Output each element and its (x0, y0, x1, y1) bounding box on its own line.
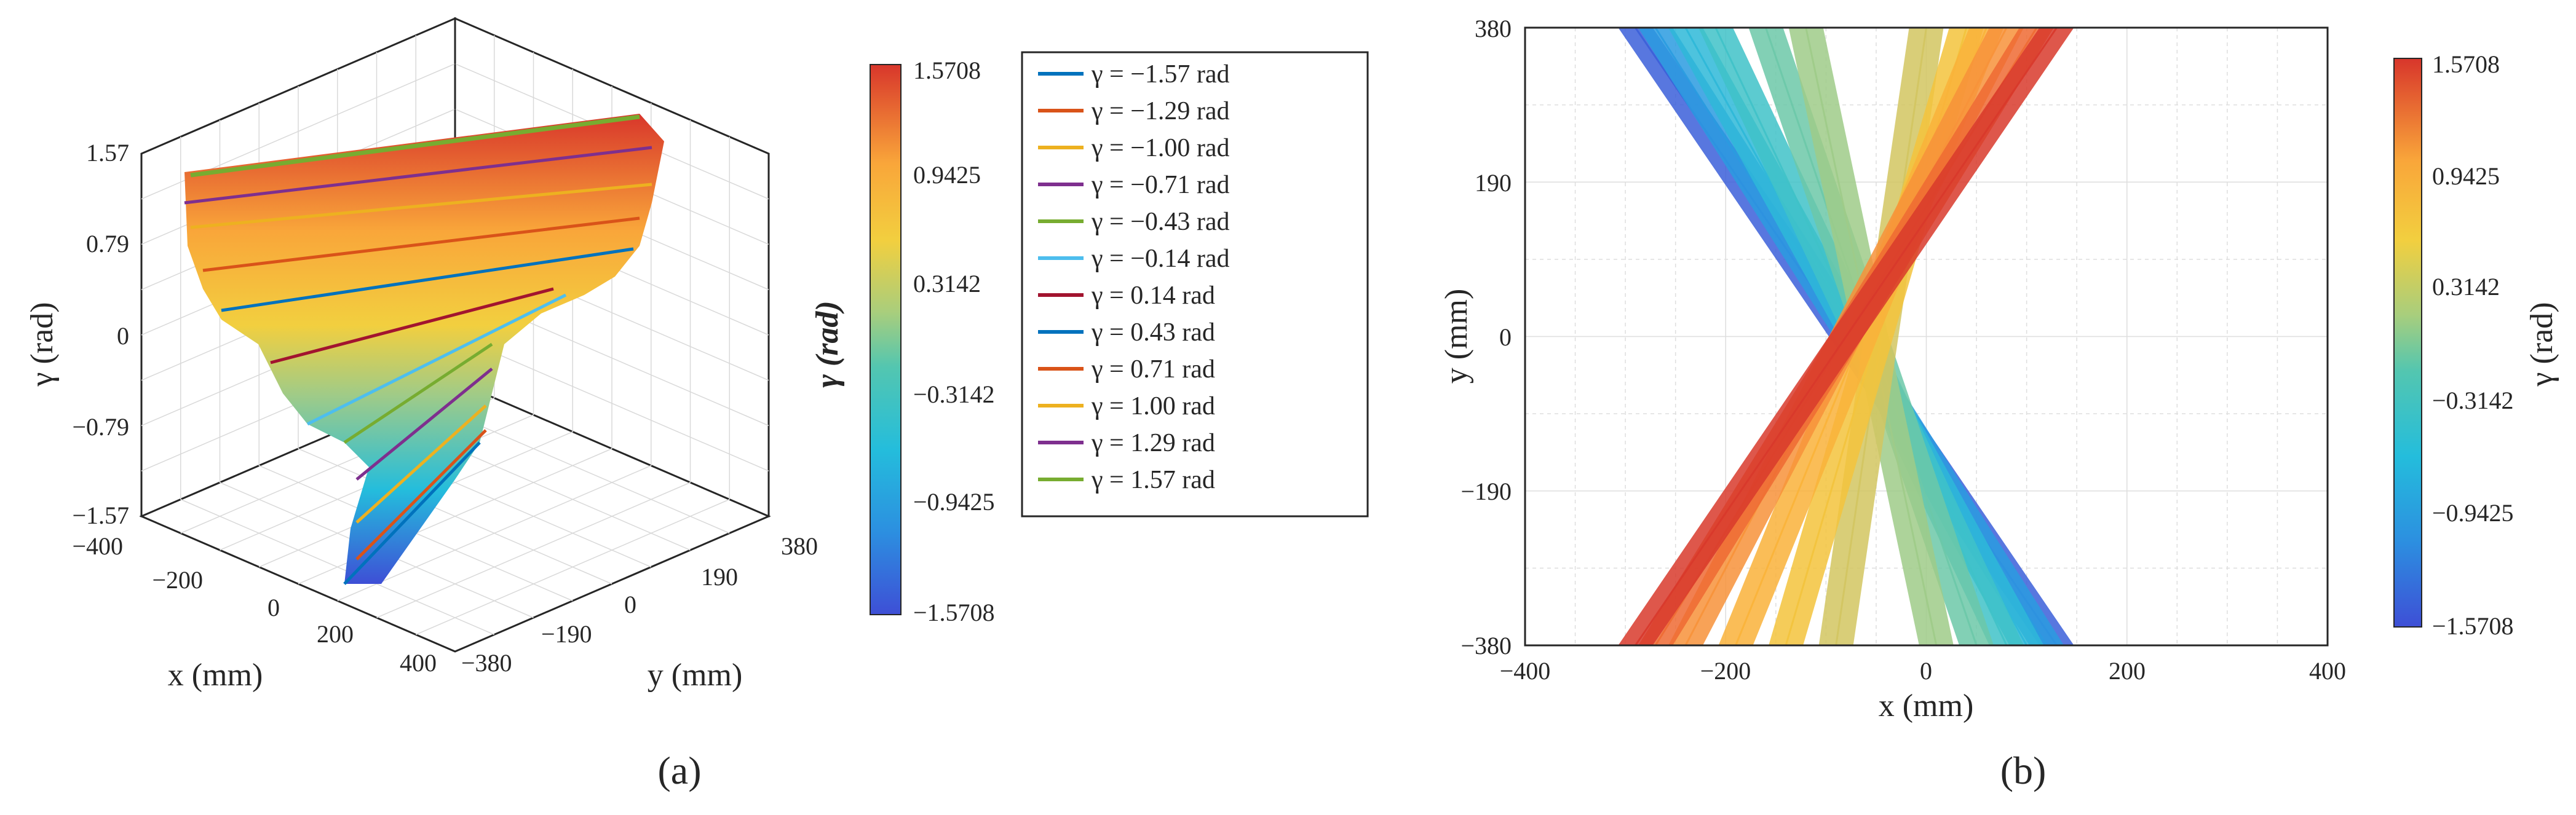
panel-b-ytick: 380 (1475, 15, 1512, 42)
panel-a-line-1.57 (190, 114, 640, 178)
panel-a-series-lines (184, 114, 652, 585)
panel-b-xtick: −200 (1700, 657, 1751, 685)
panel-b-xtick: 400 (2309, 657, 2346, 685)
panel-a-xtick: −400 (72, 532, 123, 560)
panel-a-colorbar (870, 64, 902, 615)
panel-a-ztick: 0.79 (86, 230, 129, 258)
panel-a-line-0.71 (202, 216, 640, 272)
grid-line (376, 482, 691, 618)
caption-b: (b) (2000, 749, 2047, 792)
panel-a-xlabel: x (mm) (168, 658, 263, 693)
panel-a-ytick: 380 (781, 532, 818, 560)
panel-a-ztick: 1.57 (86, 139, 129, 167)
panel-b-frame (1524, 26, 2329, 647)
panel-a-ylabel: y (mm) (648, 658, 743, 693)
panel-a-line--1.00 (355, 404, 487, 524)
panel-a-line--0.71 (355, 368, 493, 481)
panel-a-ytick: −380 (461, 649, 512, 677)
panel-a-line--1.29 (355, 429, 487, 561)
legend-entry: γ = 1.29 rad (1091, 429, 1215, 457)
legend-entry: γ = −1.00 rad (1091, 134, 1230, 162)
legend-entry: γ = −0.14 rad (1091, 245, 1230, 273)
panel-b-ylabel: y (mm) (1439, 289, 1474, 384)
panel-a-line--0.43 (343, 342, 493, 444)
panel-a-legend-box (1021, 51, 1369, 518)
panel-a-line--1.57 (343, 441, 481, 585)
panel-b-xtick: 0 (1920, 657, 1932, 685)
panel-a: 1.57 0.79 0 −0.79 −1.57 γ (rad) −400 −20… (25, 17, 1369, 693)
legend-entry: γ = 0.43 rad (1091, 318, 1215, 347)
panel-b-ytick: −380 (1460, 632, 1512, 659)
panel-a-ytick: 0 (624, 591, 636, 618)
panel-a-ytick: −190 (541, 620, 592, 648)
panel-b-cbtick: 1.5708 (2432, 50, 2500, 78)
panel-b-cbtick: 0.3142 (2432, 273, 2500, 301)
caption-a: (a) (657, 749, 701, 792)
panel-a-zlabel: γ (rad) (25, 302, 60, 387)
legend-entry: γ = 0.71 rad (1091, 355, 1215, 384)
panel-b-cbtick: −0.9425 (2432, 499, 2514, 527)
panel-b-xtick: 200 (2109, 657, 2146, 685)
panel-a-xtick: −200 (152, 566, 203, 594)
panel-a-line-1.29 (184, 146, 652, 205)
panel-b-colorbar (2393, 58, 2422, 628)
grid-line (454, 335, 769, 471)
panel-a-line-1.00 (190, 183, 652, 229)
panel-b-cbtick: −0.3142 (2432, 387, 2514, 414)
panel-a-ytick: 190 (701, 563, 738, 591)
panel-a-cbtick: −0.9425 (913, 488, 995, 516)
legend-entry: γ = 1.57 rad (1091, 466, 1215, 494)
grid-line (337, 465, 652, 602)
panel-a-cbtick: 0.3142 (913, 270, 981, 297)
panel-a-cbtick: −1.5708 (913, 599, 995, 626)
panel-a-line--0.14 (306, 293, 567, 426)
panel-a-line-0.14 (270, 287, 554, 364)
legend-entry: γ = −1.57 rad (1091, 60, 1230, 89)
panel-a-ztick: −0.79 (72, 413, 129, 441)
legend-entry: γ = −0.43 rad (1091, 208, 1230, 236)
legend-entry: γ = 1.00 rad (1091, 392, 1215, 420)
panel-a-xtick: 200 (317, 620, 354, 648)
panel-a-line-0.43 (221, 247, 634, 312)
panel-b-cblabel: γ (rad) (2524, 302, 2559, 387)
panel-b-xtick: −400 (1500, 657, 1551, 685)
panel-a-xtick: 400 (400, 649, 437, 677)
band-centerline (1635, 27, 2058, 646)
panel-a-ztick: −1.57 (72, 502, 129, 529)
legend-entry: γ = −0.71 rad (1091, 171, 1230, 199)
panel-b-ytick: −190 (1460, 478, 1512, 505)
panel-b-ytick: 190 (1475, 169, 1512, 197)
panel-a-cbtick: −0.3142 (913, 380, 995, 408)
panel-a-cbtick: 1.5708 (913, 57, 981, 84)
grid-line (415, 498, 730, 636)
panel-a-ztick: 0 (117, 322, 129, 350)
panel-a-cbtick: 0.9425 (913, 161, 981, 189)
panel-b: 380 190 0 −190 −380 y (mm) −400 −200 0 2… (1439, 15, 2559, 723)
panel-b-cbtick: 0.9425 (2432, 162, 2500, 190)
panel-b-cbtick: −1.5708 (2432, 612, 2514, 640)
panel-b-bands (1618, 27, 2074, 646)
panel-a-cblabel: γ (rad) (810, 301, 845, 388)
panel-a-xtick: 0 (268, 594, 280, 621)
panel-a-surface (184, 114, 664, 584)
panel-a-legend: γ = −1.57 rad γ = −1.29 rad γ = −1.00 rad γ… (1038, 60, 1230, 494)
legend-entry: γ = −1.29 rad (1091, 97, 1230, 125)
legend-entry: γ = 0.14 rad (1091, 282, 1215, 310)
panel-b-xlabel: x (mm) (1879, 688, 1974, 723)
panel-b-ytick: 0 (1499, 323, 1512, 351)
